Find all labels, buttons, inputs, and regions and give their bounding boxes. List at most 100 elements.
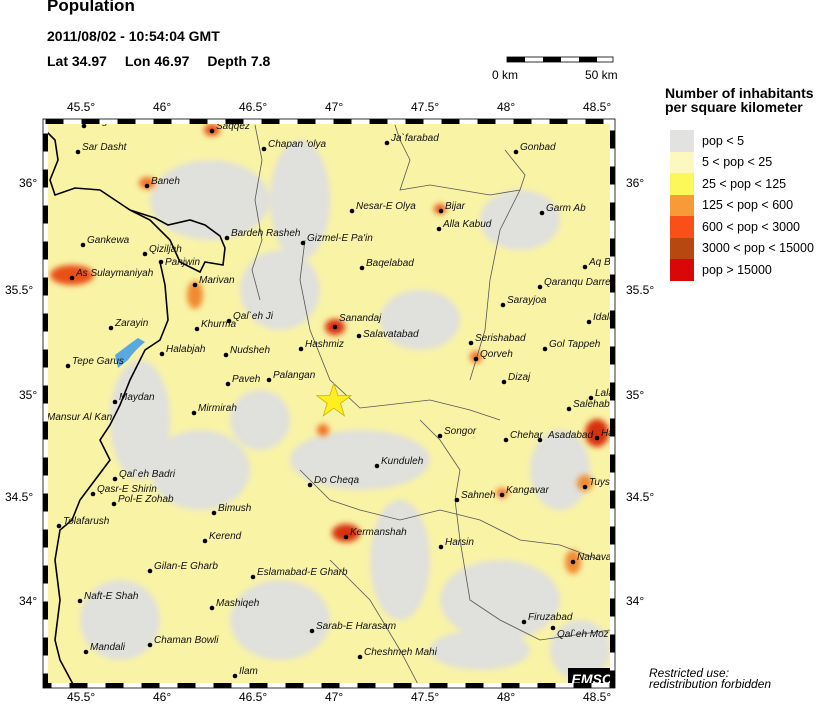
legend-item: 3000 < pop < 15000 xyxy=(670,237,814,259)
city-name: Bimush xyxy=(218,503,252,514)
city-marker xyxy=(192,282,198,288)
lon-tick-label-top: 45.5° xyxy=(67,100,96,114)
city-name: Lala xyxy=(595,388,614,399)
city-name: Bijar xyxy=(445,201,466,212)
city-marker xyxy=(513,149,519,155)
city: Gizmel-E Pa'in xyxy=(300,233,373,246)
city-marker xyxy=(307,482,313,488)
city-marker xyxy=(384,140,390,146)
city-marker xyxy=(223,352,229,358)
city-marker xyxy=(80,242,86,248)
event-datetime: 2011/08/02 - 10:54:04 GMT xyxy=(47,28,220,44)
lat-tick-label-right: 35.5° xyxy=(626,283,655,297)
lon-tick-label-top: 46° xyxy=(153,100,172,114)
city-marker xyxy=(357,654,363,660)
province-borders xyxy=(251,124,611,688)
city: Harsin xyxy=(438,537,474,550)
city-name: Halabjah xyxy=(166,344,206,355)
city-name: Eslamabad-E Gharb xyxy=(257,567,348,578)
city: Naft-E Shah xyxy=(77,591,139,604)
city-marker xyxy=(77,598,83,604)
city-name: Gol Tappeh xyxy=(549,339,601,350)
city: Nudsheh xyxy=(223,345,270,358)
legend-label: 25 < pop < 125 xyxy=(702,176,787,191)
legend-swatch xyxy=(670,237,694,259)
city: Chapan 'olya xyxy=(261,139,327,152)
city-name: Kangavar xyxy=(506,485,549,496)
city-marker xyxy=(65,363,71,369)
city-name: Mansur Al Kan xyxy=(47,412,113,423)
city: Saqqez xyxy=(209,121,250,134)
city-marker xyxy=(454,497,460,503)
city-marker xyxy=(144,183,150,189)
lat-tick-label-left: 36° xyxy=(19,176,38,190)
city-marker xyxy=(209,605,215,611)
city-name: Nahava xyxy=(577,552,612,563)
city-name: Qal`eh Ji xyxy=(233,310,274,322)
city: Ha xyxy=(594,428,614,441)
city-marker xyxy=(500,302,506,308)
lon-tick-label-top: 48° xyxy=(497,100,516,114)
city: Qiziljah xyxy=(142,244,182,257)
city-marker xyxy=(147,642,153,648)
city-name: Gizmel-E Pa'in xyxy=(307,233,373,244)
city: Firuzabad xyxy=(521,612,573,625)
international-border xyxy=(44,129,226,688)
city-marker xyxy=(566,406,572,412)
city-marker xyxy=(343,534,349,540)
city-marker xyxy=(499,492,505,498)
city-name: Sar Dasht xyxy=(82,142,128,153)
legend-title: Number of inhabitants per square kilomet… xyxy=(665,86,814,114)
city-marker xyxy=(473,356,479,362)
city-name: Ha xyxy=(601,428,614,439)
lon-tick-label-bottom: 45.5° xyxy=(67,690,96,704)
city-name: Salavatabad xyxy=(363,329,419,340)
city-name: Dizaj xyxy=(508,372,531,383)
city-name: Sanandaj xyxy=(339,313,382,324)
city: Kerend xyxy=(202,531,242,544)
city-name: Gonbad xyxy=(520,142,556,153)
city-marker xyxy=(438,208,444,214)
city-name: Kunduleh xyxy=(381,456,424,467)
legend-item: pop > 15000 xyxy=(670,259,814,281)
city-marker xyxy=(374,463,380,469)
city: Halabjah xyxy=(159,344,206,357)
city-marker xyxy=(582,484,588,490)
city-marker xyxy=(438,544,444,550)
city: Salehabad xyxy=(566,399,615,412)
notice-line2: redistribution forbidden xyxy=(649,677,772,691)
city-marker xyxy=(226,318,232,324)
lon-label: Lon 46.97 xyxy=(124,53,190,69)
city-marker xyxy=(202,538,208,544)
city-name: Bardeh Rasheh xyxy=(231,228,301,239)
city-marker xyxy=(594,435,600,441)
city: Sarab-E Harasam xyxy=(309,621,396,634)
city: Cheshmeh Mahi xyxy=(357,647,438,660)
city-name: Qiziljah xyxy=(149,244,182,255)
legend-label: pop > 15000 xyxy=(702,262,772,277)
city: Bardeh Rasheh xyxy=(224,228,301,241)
city-name: Qorveh xyxy=(480,349,513,360)
legend-item: 25 < pop < 125 xyxy=(670,173,814,195)
city-name: Chapan 'olya xyxy=(268,139,327,150)
city: Qasr-E Shirin xyxy=(90,484,157,497)
lat-tick-label-left: 35° xyxy=(19,388,38,402)
legend-label: 5 < pop < 25 xyxy=(702,155,773,170)
city-marker xyxy=(191,410,197,416)
city-name: Baqelabad xyxy=(366,258,414,269)
city-marker xyxy=(261,146,267,152)
city-name: Tepe Garus xyxy=(72,356,124,367)
city-marker xyxy=(111,501,117,507)
city-name: Gilan-E Gharb xyxy=(154,561,218,572)
city-marker xyxy=(108,325,114,331)
city-marker xyxy=(158,259,164,265)
city: Baqelabad xyxy=(359,258,414,271)
city-name: Sahneh xyxy=(461,490,496,501)
city: Paveh xyxy=(225,374,261,387)
city: Nahava xyxy=(570,552,612,565)
legend-swatch xyxy=(670,194,694,216)
city: Bijar xyxy=(438,201,466,214)
city-marker xyxy=(437,433,443,439)
city-name: Baneh xyxy=(151,176,180,187)
